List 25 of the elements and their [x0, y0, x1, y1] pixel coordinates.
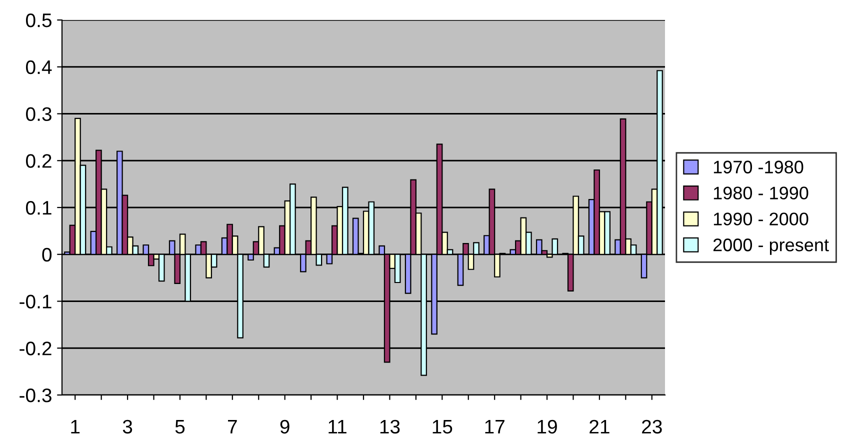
- x-tick-label: 13: [380, 420, 400, 434]
- legend-label: 2000 - present: [713, 238, 829, 255]
- x-tick-label: 3: [122, 420, 132, 434]
- y-tick-label: 0.5: [26, 13, 52, 28]
- x-tick-label: 11: [328, 420, 346, 434]
- x-tick-label: 19: [538, 420, 557, 434]
- x-tick-label: 17: [485, 420, 504, 434]
- x-tick-label: 1: [71, 420, 80, 434]
- legend-label: 1980 - 1990: [714, 186, 808, 200]
- y-tick-label: 0.3: [26, 107, 52, 121]
- y-tick-label: 0.1: [26, 200, 52, 215]
- y-tick-label: 0: [42, 248, 52, 262]
- y-tick-label: -0.3: [20, 388, 52, 402]
- y-tick-label: -0.1: [20, 294, 52, 308]
- legend-label: 1990 - 2000: [714, 212, 808, 226]
- x-tick-label: 23: [642, 420, 662, 434]
- y-tick-label: -0.2: [20, 342, 52, 356]
- x-tick-label: 15: [432, 420, 452, 434]
- x-tick-label: 21: [590, 420, 610, 434]
- x-tick-label: 9: [280, 420, 290, 434]
- legend-label: 1970 -1980: [714, 160, 804, 174]
- y-tick-label: 0.4: [26, 60, 52, 74]
- x-tick-label: 7: [228, 420, 237, 434]
- y-tick-label: 0.2: [26, 154, 52, 168]
- x-tick-label: 5: [175, 420, 185, 434]
